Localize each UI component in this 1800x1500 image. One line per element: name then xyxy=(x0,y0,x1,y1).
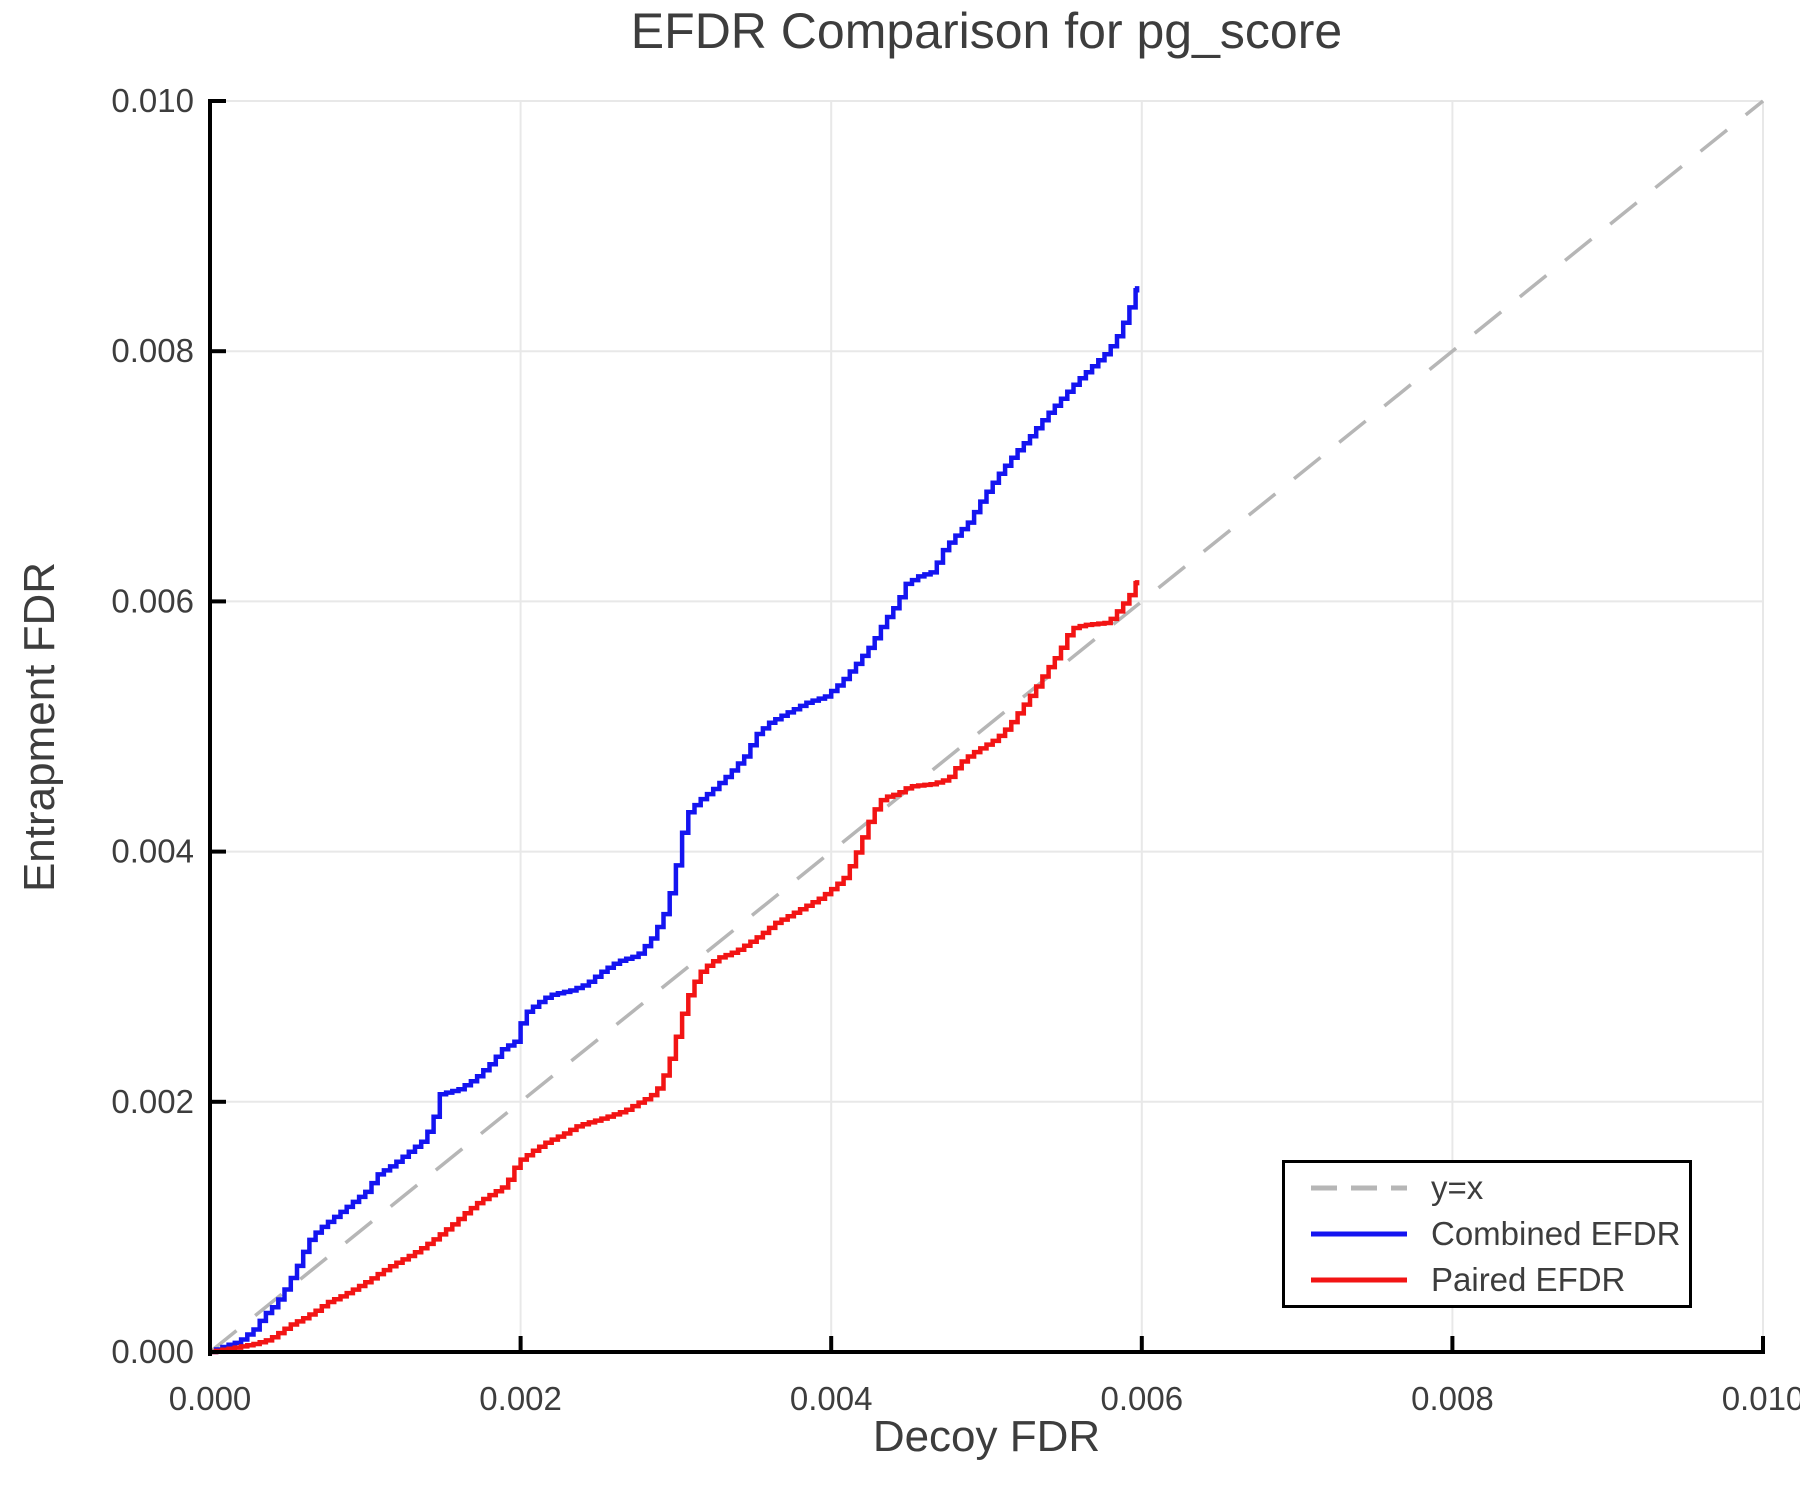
y-tick-label: 0.010 xyxy=(111,82,194,119)
left-spine xyxy=(208,99,212,1356)
x-tick-label: 0.002 xyxy=(479,1380,562,1417)
legend-label-paired: Paired EFDR xyxy=(1431,1260,1626,1298)
legend-label-combined: Combined EFDR xyxy=(1431,1214,1681,1252)
series-line-combined-efdr xyxy=(210,286,1140,1355)
legend: y=x Combined EFDR Paired EFDR xyxy=(1282,1160,1692,1308)
x-tick-label: 0.006 xyxy=(1101,1380,1184,1417)
legend-item-paired: Paired EFDR xyxy=(1307,1259,1689,1301)
bottom-spine xyxy=(208,1350,1765,1354)
y-tick-label: 0.004 xyxy=(111,833,194,870)
diagonal-line-swatch xyxy=(1311,1185,1407,1191)
y-tick-label: 0.008 xyxy=(111,332,194,369)
x-axis-label: Decoy FDR xyxy=(872,1412,1101,1461)
chart-title: EFDR Comparison for pg_score xyxy=(630,3,1343,59)
x-tick-label: 0.004 xyxy=(790,1380,873,1417)
series-line-paired-efdr xyxy=(210,580,1140,1355)
combined-line-swatch xyxy=(1311,1231,1407,1237)
diagonal-reference-line xyxy=(208,99,1765,1354)
y-tick-label: 0.002 xyxy=(111,1083,194,1120)
paired-line-swatch xyxy=(1311,1277,1407,1283)
y-tick-label: 0.000 xyxy=(111,1333,194,1370)
x-tick-label: 0.000 xyxy=(169,1380,252,1417)
x-tick-label: 0.010 xyxy=(1722,1380,1800,1417)
y-tick-label: 0.006 xyxy=(111,582,194,619)
y-axis-label: Entrapment FDR xyxy=(15,561,64,893)
legend-item-combined: Combined EFDR xyxy=(1307,1213,1689,1255)
legend-label-diagonal: y=x xyxy=(1431,1168,1484,1206)
x-tick-label: 0.008 xyxy=(1411,1380,1494,1417)
legend-item-diagonal: y=x xyxy=(1307,1167,1689,1209)
